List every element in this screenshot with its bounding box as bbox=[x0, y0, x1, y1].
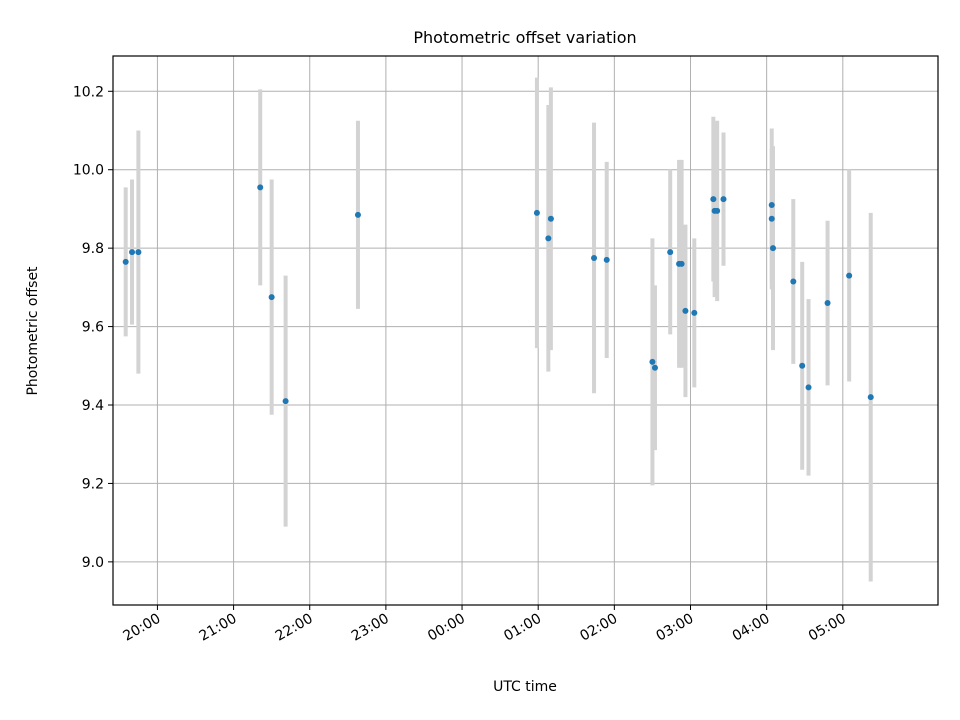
y-tick-label: 9.6 bbox=[82, 320, 104, 336]
data-point bbox=[768, 215, 775, 222]
data-point bbox=[603, 256, 610, 263]
data-point bbox=[257, 184, 264, 191]
data-point bbox=[649, 358, 656, 365]
data-point bbox=[678, 260, 685, 267]
y-tick-label: 9.8 bbox=[82, 241, 104, 257]
data-point bbox=[770, 245, 776, 252]
data-point bbox=[824, 300, 831, 307]
data-point bbox=[710, 196, 717, 203]
y-tick-label: 9.4 bbox=[82, 398, 104, 414]
data-points bbox=[122, 184, 874, 405]
y-tick-label: 9.2 bbox=[82, 476, 104, 492]
data-point bbox=[122, 258, 129, 265]
data-point bbox=[768, 202, 775, 209]
chart-title: Photometric offset variation bbox=[413, 28, 636, 47]
y-tick-label: 10.0 bbox=[73, 163, 104, 179]
data-point bbox=[129, 249, 136, 256]
data-point bbox=[682, 307, 689, 314]
data-point bbox=[714, 207, 721, 214]
data-point bbox=[867, 394, 874, 401]
data-point bbox=[691, 309, 698, 316]
data-point bbox=[651, 364, 658, 371]
x-axis-label: UTC time bbox=[493, 679, 557, 695]
data-point bbox=[135, 249, 142, 256]
data-point bbox=[547, 215, 554, 222]
data-point bbox=[720, 196, 727, 203]
y-tick-label: 10.2 bbox=[73, 84, 104, 100]
data-point bbox=[846, 272, 853, 279]
data-point bbox=[282, 398, 289, 405]
y-tick-label: 9.0 bbox=[82, 555, 104, 571]
data-point bbox=[790, 278, 797, 285]
data-point bbox=[799, 362, 806, 369]
data-point bbox=[268, 294, 275, 301]
data-point bbox=[591, 254, 598, 261]
data-point bbox=[545, 235, 552, 242]
y-axis-label: Photometric offset bbox=[25, 266, 41, 396]
data-point bbox=[805, 384, 812, 391]
data-point bbox=[667, 249, 674, 256]
data-point bbox=[533, 209, 540, 216]
y-axis-ticks: 9.0 9.2 9.4 9.6 9.8 10.0 10.2 bbox=[73, 84, 113, 571]
plot-frame bbox=[112, 55, 939, 606]
data-point bbox=[354, 211, 361, 218]
